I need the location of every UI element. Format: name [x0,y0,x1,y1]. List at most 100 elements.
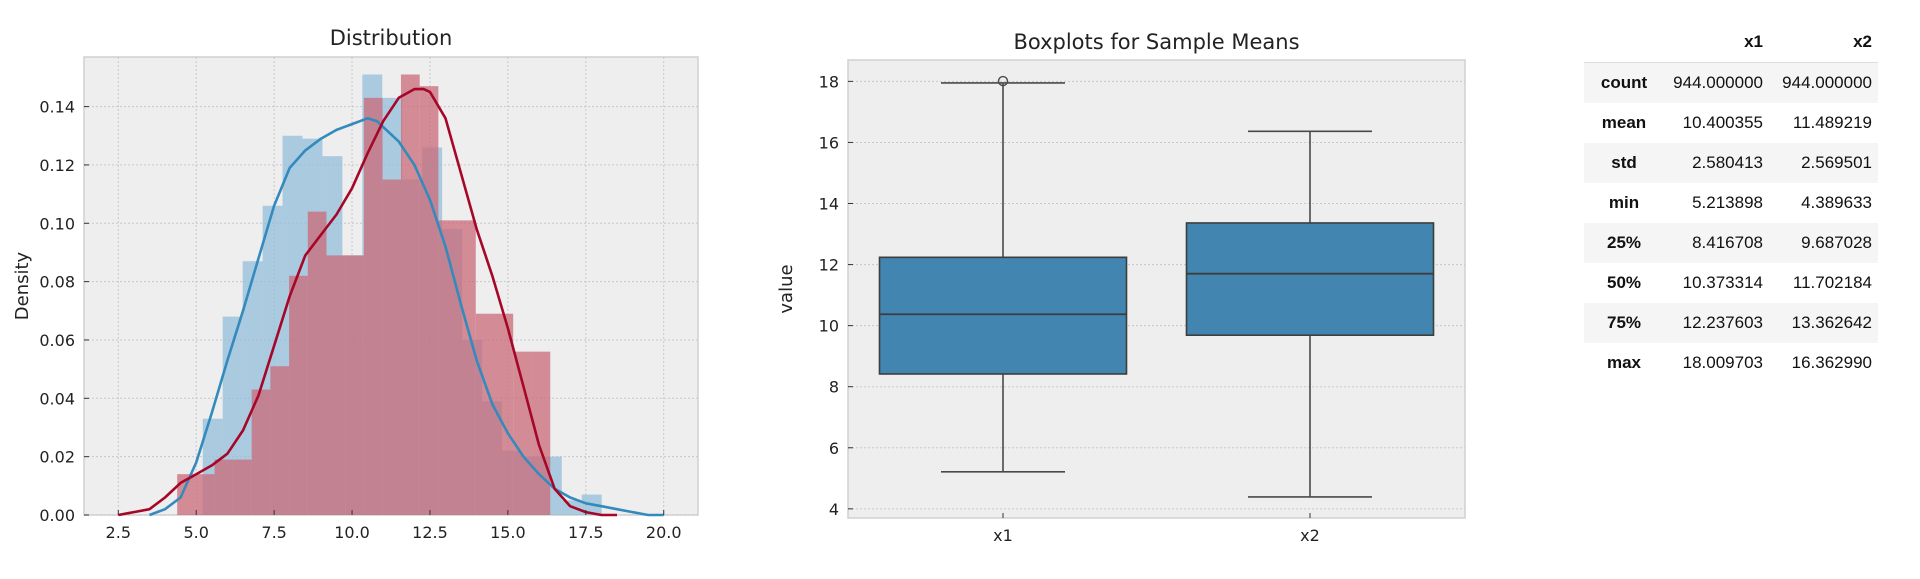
iqr-box [1185,222,1435,336]
cell-x2: 16.362990 [1791,353,1872,372]
table-header-x1: x1 [1660,22,1769,63]
table-row: mean 10.400355 11.489219 [1584,103,1878,143]
x-tick-label: 15.0 [490,523,526,542]
y-tick-label: 0.14 [39,98,75,117]
x-axis: x1 x2 [993,513,1320,545]
table-header-row: x1 x2 [1584,22,1878,63]
y-axis-label: value [776,264,797,313]
y-axis: 4 6 8 10 12 14 16 18 [819,72,853,519]
cell-x1: 12.237603 [1682,313,1763,332]
row-label: count [1600,73,1648,92]
cell-x1: 10.373314 [1682,273,1763,292]
y-axis-label: Density [12,251,33,320]
cell-x1: 8.416708 [1692,233,1763,252]
table-row: 50% 10.373314 11.702184 [1584,263,1878,303]
y-tick-label: 4 [829,500,839,519]
row-label: min [1608,193,1640,212]
outlier-marker [997,75,1009,87]
cell-x1: 5.213898 [1692,193,1763,212]
cell-x1: 18.009703 [1682,353,1763,372]
table-row: std 2.580413 2.569501 [1584,143,1878,183]
boxplot-chart-svg: x1 x2 4 6 8 10 12 14 16 18 Boxplots for Sample Mea… [776,30,1466,545]
cell-x2: 944.000000 [1782,73,1872,92]
cell-x1: 2.580413 [1692,153,1763,172]
row-label: 25% [1606,233,1642,252]
histogram-bar [494,313,514,515]
x-tick-label: 7.5 [261,523,286,542]
x-tick-label: 20.0 [646,523,682,542]
distribution-chart-svg: 2.5 5.0 7.5 10.0 12.5 15.0 17.5 20.00.000.020.0… [12,26,699,542]
histogram-bar [419,86,439,516]
table-header-x2: x2 [1769,22,1878,63]
y-tick-label: 0.02 [39,448,75,467]
histogram-bar [363,97,383,516]
y-tick-label: 14 [819,195,839,214]
cell-x2: 4.389633 [1801,193,1872,212]
y-tick-label: 16 [819,133,839,152]
kde-line-x2 [118,87,617,517]
histogram-bar [438,220,458,516]
y-tick-label: 18 [819,72,839,91]
y-tick-label: 0.10 [39,214,75,233]
gridlines [848,80,1465,510]
y-axis: 0.00 0.02 0.04 0.06 0.08 0.10 0.12 0.14 [39,98,89,525]
histogram-bar [475,313,495,515]
table-row: 25% 8.416708 9.687028 [1584,223,1878,263]
row-label: mean [1601,113,1647,132]
y-tick-label: 6 [829,439,839,458]
cell-x2: 2.569501 [1801,153,1872,172]
histogram-bar [457,220,476,516]
row-label: 75% [1606,313,1642,332]
cell-x2: 13.362642 [1791,313,1872,332]
histogram-bar [214,459,234,515]
row-label: std [1611,153,1637,172]
x-tick-label: x1 [993,526,1013,545]
histogram-bar [270,366,290,515]
row-label: max [1606,353,1642,372]
y-tick-label: 0.00 [39,506,75,525]
boxplot-chart: x1 x2 4 6 8 10 12 14 16 18 Boxplots for Sample Mea… [760,0,1500,575]
x-tick-label: 10.0 [334,523,370,542]
cell-x2: 11.702184 [1792,273,1872,292]
x-tick-label: 17.5 [568,523,604,542]
x-tick-label: 2.5 [106,523,131,542]
x-tick-label: 12.5 [412,523,448,542]
histogram-bar [251,389,271,515]
histogram-bar [400,74,420,516]
cell-x1: 944.000000 [1673,73,1763,92]
chart-title: Distribution [330,26,453,50]
cell-x2: 9.687028 [1801,233,1872,252]
table-row: min 5.213898 4.389633 [1584,183,1878,223]
kde-line-x1 [149,117,664,517]
x-tick-label: x2 [1300,526,1320,545]
cell-x1: 10.400355 [1682,113,1763,132]
histogram-bar [307,211,327,516]
y-tick-label: 8 [829,378,839,397]
table-header-index [1584,22,1660,63]
y-tick-label: 12 [819,256,839,275]
cell-x2: 11.489219 [1792,113,1872,132]
table-row: max 18.009703 16.362990 [1584,343,1878,383]
x-tick-label: 5.0 [183,523,208,542]
y-tick-label: 10 [819,317,839,336]
y-tick-label: 0.08 [39,273,75,292]
histogram-bar [326,255,346,515]
summary-statistics-table: x1 x2 count 944.000000 944.000000 mean 10.4… [1584,22,1878,383]
box-x2 [1185,130,1435,498]
histogram-bar [195,474,215,515]
histogram-x2 [177,74,551,516]
y-tick-label: 0.06 [39,331,75,350]
histogram-bar [345,255,364,515]
y-tick-label: 0.12 [39,156,75,175]
histogram-bar [233,459,252,515]
histogram-bar [177,474,196,515]
histogram-bar [382,179,401,516]
y-tick-label: 0.04 [39,389,75,408]
table-row: count 944.000000 944.000000 [1584,62,1878,103]
x-axis: 2.5 5.0 7.5 10.0 12.5 15.0 17.5 20.0 [106,510,682,542]
histogram-bar [289,275,308,515]
box-x1 [878,75,1128,473]
row-label: 50% [1606,273,1642,292]
distribution-chart: 2.5 5.0 7.5 10.0 12.5 15.0 17.5 20.0 0.00 0.02 0.0… [0,0,720,575]
table-row: 75% 12.237603 13.362642 [1584,303,1878,343]
